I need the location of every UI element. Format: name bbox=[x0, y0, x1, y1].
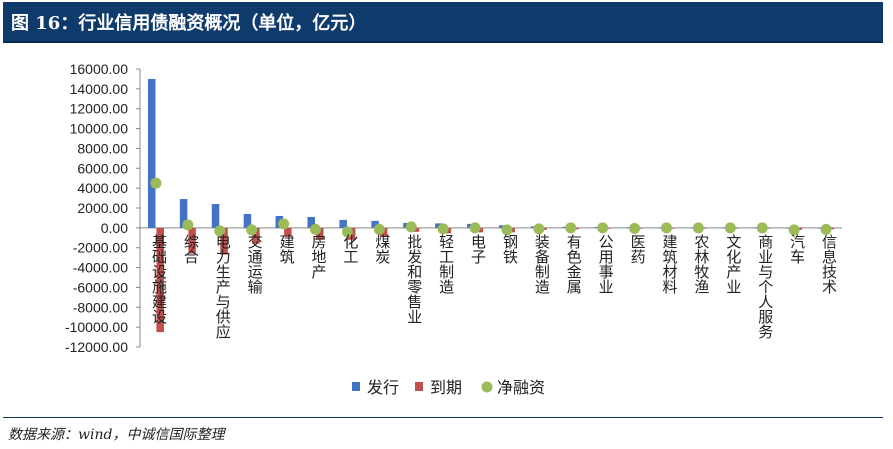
legend-label: 到期 bbox=[430, 378, 462, 397]
legend-label: 发行 bbox=[367, 378, 399, 397]
y-tick-label: 0.00 bbox=[101, 220, 128, 236]
y-tick-label: 12000.00 bbox=[70, 101, 129, 117]
y-tick-label: -4000.00 bbox=[73, 260, 128, 276]
x-tick-label: 轻工制造 bbox=[437, 234, 455, 295]
source-note: 数据来源：wind，中诚信国际整理 bbox=[8, 427, 225, 443]
point-net bbox=[310, 223, 321, 235]
x-tick-label: 批发和零售业 bbox=[405, 234, 423, 324]
y-axis: 16000.00 14000.00 12000.00 10000.00 8000.00 6… bbox=[65, 61, 842, 355]
x-axis-labels: 基础设施建设 综合 电力生产与供应 交通运输 建筑 房地产 化工 煤炭 批发和零售业 轻工制造 电子… bbox=[150, 233, 838, 340]
point-net bbox=[756, 222, 768, 234]
point-net bbox=[629, 222, 641, 234]
point-net bbox=[214, 225, 226, 237]
point-net bbox=[533, 223, 545, 235]
y-tick-label: 8000.00 bbox=[77, 140, 128, 156]
point-net bbox=[565, 222, 577, 234]
point-net bbox=[182, 219, 194, 231]
x-tick-label: 煤炭 bbox=[373, 234, 391, 264]
y-tick-label: 16000.00 bbox=[70, 61, 129, 77]
point-net bbox=[788, 224, 800, 236]
bar-mature bbox=[188, 227, 196, 254]
y-tick-label: -10000.00 bbox=[65, 319, 128, 335]
x-tick-label: 农林牧渔 bbox=[692, 234, 710, 294]
y-tick-label: -8000.00 bbox=[73, 299, 128, 315]
x-tick-label: 房地产 bbox=[310, 234, 328, 279]
point-net bbox=[661, 222, 672, 234]
point-net bbox=[692, 222, 704, 234]
x-tick-label: 电子 bbox=[469, 234, 487, 264]
y-tick-label: -12000.00 bbox=[65, 339, 128, 355]
x-tick-label: 信息技术 bbox=[820, 234, 838, 294]
y-tick-label: 4000.00 bbox=[77, 180, 128, 196]
x-tick-label: 装备制造 bbox=[533, 234, 551, 295]
point-net bbox=[597, 222, 609, 234]
x-tick-label: 公用事业 bbox=[597, 234, 615, 294]
x-tick-label: 有色金属 bbox=[565, 234, 583, 294]
point-net bbox=[501, 224, 513, 236]
point-net bbox=[820, 223, 832, 235]
source-divider bbox=[3, 417, 883, 418]
x-tick-label: 医药 bbox=[629, 234, 647, 265]
x-tick-label: 交通运输 bbox=[246, 233, 264, 294]
y-tick-label: 10000.00 bbox=[70, 121, 129, 137]
figure-title: 图 16：行业信用债融资概况（单位，亿元） bbox=[11, 13, 367, 34]
bars-layer bbox=[147, 78, 835, 333]
x-tick-label: 电力生产与供应 bbox=[214, 234, 232, 339]
bar-mature bbox=[156, 227, 164, 333]
bar-issue bbox=[339, 219, 347, 228]
legend-swatch bbox=[481, 381, 493, 393]
credit-bond-chart: 16000.00 14000.00 12000.00 10000.00 8000.00 6… bbox=[65, 61, 842, 397]
bar-mature bbox=[220, 227, 228, 255]
point-net bbox=[150, 177, 162, 189]
legend: 发行 到期 净融资 bbox=[352, 378, 545, 397]
y-tick-label: 14000.00 bbox=[70, 81, 129, 97]
point-net bbox=[278, 218, 290, 230]
bar-mature bbox=[284, 227, 292, 237]
bar-issue bbox=[371, 220, 379, 228]
point-net bbox=[405, 221, 417, 233]
legend-swatch bbox=[352, 382, 360, 391]
x-tick-label: 化工 bbox=[341, 234, 359, 264]
legend-label: 净融资 bbox=[497, 378, 545, 397]
y-tick-label: -2000.00 bbox=[73, 240, 128, 256]
bar-mature bbox=[316, 227, 324, 240]
title-bar: 图 16：行业信用债融资概况（单位，亿元） bbox=[3, 2, 883, 43]
y-tick-label: 6000.00 bbox=[77, 160, 128, 176]
point-net bbox=[373, 223, 385, 235]
x-tick-label: 钢铁 bbox=[501, 234, 519, 264]
point-net bbox=[437, 223, 449, 235]
bar-issue bbox=[307, 216, 315, 228]
x-tick-label: 汽车 bbox=[788, 234, 806, 264]
bar-issue bbox=[179, 199, 188, 228]
net-financing-points bbox=[150, 177, 832, 238]
y-tick-label: -6000.00 bbox=[73, 279, 128, 295]
point-net bbox=[341, 226, 353, 238]
bar-issue bbox=[147, 78, 156, 228]
point-net bbox=[246, 224, 258, 236]
x-tick-label: 文化产业 bbox=[724, 234, 742, 294]
point-net bbox=[469, 222, 481, 234]
point-net bbox=[724, 222, 736, 234]
x-tick-label: 商业与个人服务 bbox=[756, 234, 774, 340]
y-tick-label: 2000.00 bbox=[77, 200, 128, 216]
x-tick-label: 建筑材料 bbox=[661, 234, 679, 294]
bar-issue bbox=[211, 204, 220, 228]
x-tick-label: 基础设施建设 bbox=[150, 234, 168, 324]
bar-issue bbox=[243, 213, 252, 228]
bar-mature bbox=[252, 227, 260, 244]
x-tick-label: 建筑 bbox=[278, 234, 296, 265]
legend-swatch bbox=[415, 382, 423, 391]
x-tick-label: 综合 bbox=[182, 234, 200, 264]
